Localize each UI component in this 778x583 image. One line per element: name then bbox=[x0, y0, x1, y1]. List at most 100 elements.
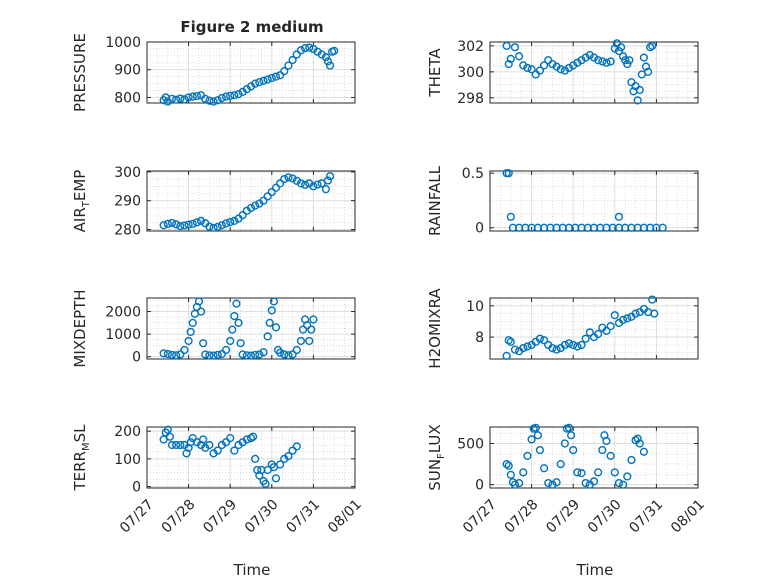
data-point bbox=[519, 468, 528, 477]
data-point bbox=[209, 97, 218, 106]
data-point bbox=[234, 90, 243, 99]
data-point bbox=[267, 187, 276, 197]
data-point bbox=[627, 455, 636, 465]
data-point bbox=[269, 297, 278, 306]
data-point bbox=[510, 480, 520, 489]
data-point bbox=[186, 327, 195, 336]
data-point bbox=[533, 431, 542, 440]
data-point bbox=[184, 93, 193, 102]
data-point bbox=[267, 73, 276, 83]
data-point bbox=[159, 349, 168, 358]
data-point bbox=[226, 336, 235, 346]
y-axis-label-main: PRESSURE bbox=[71, 33, 89, 112]
x-tick-label: 07/28 bbox=[502, 497, 542, 537]
data-point bbox=[180, 95, 189, 104]
data-point bbox=[280, 174, 289, 184]
data-point bbox=[321, 53, 330, 62]
data-point bbox=[271, 183, 281, 192]
data-point bbox=[325, 172, 335, 181]
data-point bbox=[321, 185, 330, 194]
y-axis-label: THETA bbox=[426, 48, 444, 98]
data-point bbox=[176, 221, 185, 231]
data-point bbox=[159, 221, 168, 230]
data-point bbox=[552, 478, 561, 487]
data-point bbox=[648, 295, 657, 304]
data-point bbox=[192, 91, 202, 101]
data-point bbox=[217, 349, 226, 359]
data-point bbox=[535, 445, 545, 455]
data-point bbox=[221, 219, 231, 228]
data-point bbox=[280, 67, 289, 76]
data-point bbox=[163, 219, 172, 228]
data-point bbox=[577, 340, 586, 350]
y-tick-label: 300 bbox=[114, 165, 141, 181]
data-point bbox=[635, 85, 644, 95]
data-point bbox=[625, 56, 634, 65]
y-axis-label-main: SUN bbox=[426, 459, 444, 491]
data-point bbox=[176, 94, 185, 103]
data-point bbox=[594, 468, 603, 477]
data-point bbox=[616, 43, 626, 52]
data-point bbox=[510, 43, 520, 52]
data-point bbox=[205, 351, 214, 360]
data-point bbox=[569, 340, 578, 350]
subplot-terr: 0 100 200 TERRMSL 07/27 07/28 07/29 07/30 07/31 0… bbox=[71, 424, 365, 537]
data-point bbox=[658, 223, 667, 232]
data-point bbox=[577, 56, 586, 65]
data-point bbox=[251, 201, 260, 210]
data-point bbox=[300, 180, 310, 189]
data-point bbox=[323, 57, 333, 66]
data-point bbox=[238, 350, 247, 359]
data-point bbox=[205, 96, 214, 105]
data-point bbox=[648, 41, 657, 50]
data-point bbox=[330, 46, 339, 55]
data-point bbox=[261, 479, 270, 488]
data-point bbox=[502, 41, 511, 50]
data-point bbox=[585, 328, 594, 337]
y-axis-label: PRESSURE bbox=[71, 33, 89, 112]
data-point bbox=[602, 436, 611, 446]
data-point bbox=[288, 350, 297, 359]
data-point bbox=[230, 91, 239, 100]
data-point bbox=[309, 315, 318, 324]
data-point bbox=[265, 318, 274, 327]
data-point bbox=[184, 220, 193, 229]
subplot-air: 280 290 300 AIRTEMP bbox=[71, 165, 356, 239]
data-point bbox=[199, 339, 208, 348]
data-point bbox=[527, 65, 536, 74]
data-point bbox=[296, 336, 306, 346]
data-point bbox=[284, 351, 293, 360]
data-point bbox=[255, 78, 264, 87]
data-point bbox=[539, 61, 549, 70]
data-point bbox=[221, 438, 231, 447]
data-point bbox=[292, 345, 301, 355]
data-point bbox=[619, 480, 628, 489]
data-point bbox=[251, 79, 260, 88]
data-point bbox=[581, 334, 590, 343]
data-point bbox=[292, 50, 301, 59]
y-tick-label: 800 bbox=[114, 90, 141, 106]
data-point bbox=[196, 307, 206, 316]
data-point bbox=[217, 93, 226, 103]
x-axis-label-left: Time bbox=[233, 561, 271, 579]
y-axis-label-main: H2OMIXRA bbox=[426, 288, 444, 369]
data-point bbox=[271, 72, 281, 81]
y-axis-label-main: TERR bbox=[71, 451, 89, 492]
data-point bbox=[504, 461, 513, 470]
data-point bbox=[510, 345, 520, 354]
data-point bbox=[643, 67, 653, 76]
subplot-h2omixra: 8 10 H2OMIXRA bbox=[426, 288, 699, 369]
data-point bbox=[236, 339, 245, 348]
y-tick-label: 200 bbox=[114, 424, 141, 440]
data-point bbox=[172, 440, 181, 450]
y-tick-label: 500 bbox=[457, 436, 484, 452]
data-point bbox=[263, 192, 272, 201]
data-point bbox=[569, 61, 578, 70]
data-point bbox=[635, 439, 644, 448]
data-point bbox=[276, 460, 285, 469]
data-point bbox=[556, 65, 565, 74]
data-point bbox=[623, 314, 632, 323]
data-point bbox=[515, 478, 524, 488]
data-point bbox=[544, 478, 553, 488]
y-tick-label: 0 bbox=[475, 478, 484, 494]
